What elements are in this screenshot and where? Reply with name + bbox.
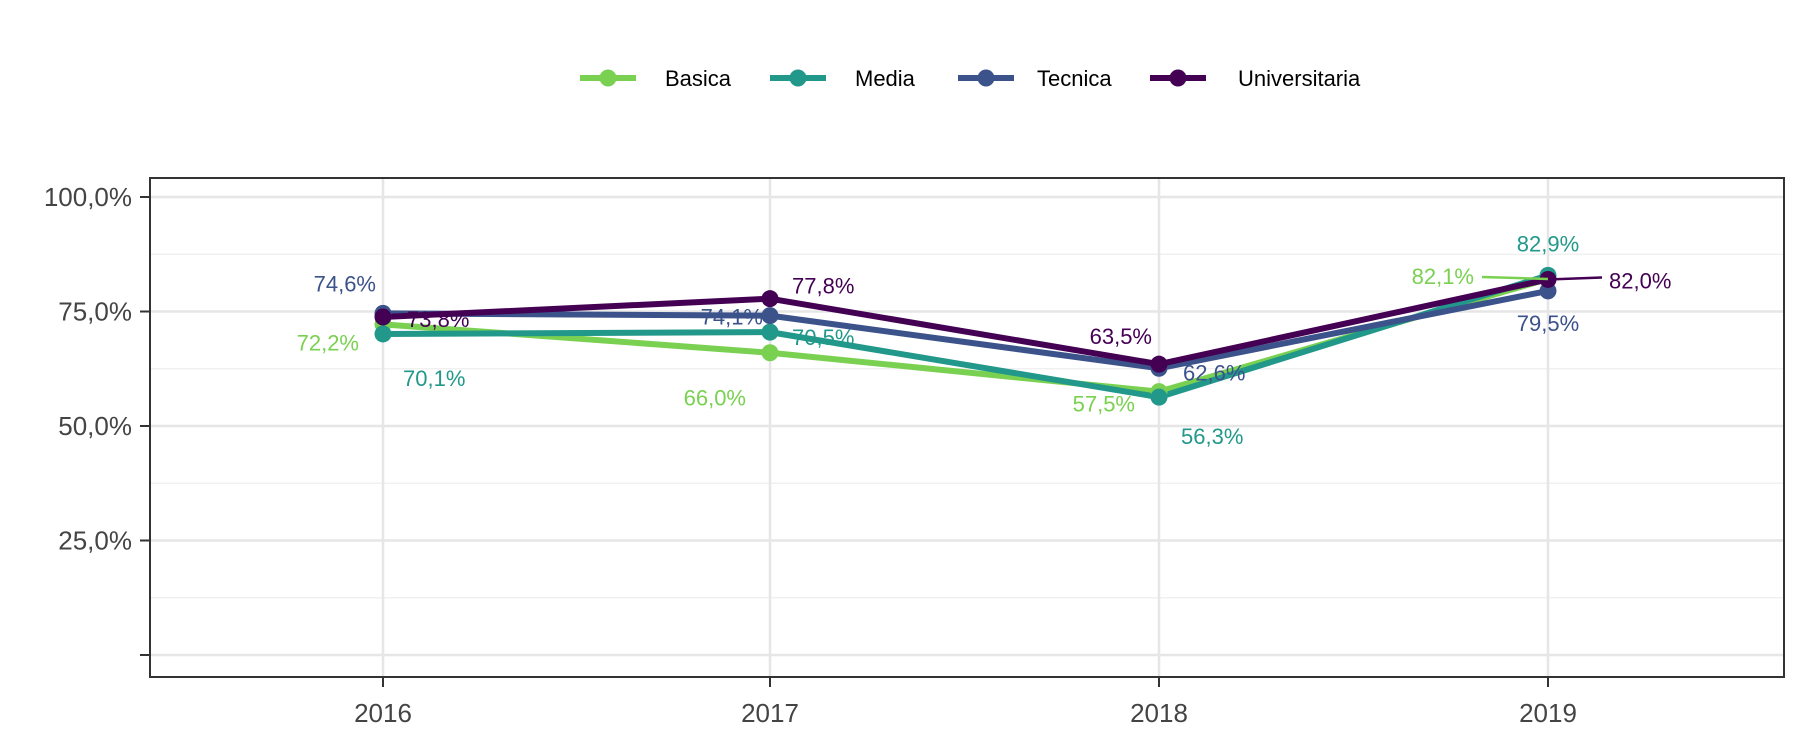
data-label-tecnica-2019: 79,5% [1517, 311, 1579, 336]
data-labels: 72,2% 66,0% 57,5% 82,1% 70,1% 70,5% 56,3% 82,9%… [297, 231, 1672, 449]
legend-label: Tecnica [1037, 66, 1112, 91]
data-label-basica-2019: 82,1% [1412, 264, 1474, 289]
series-line-tecnica [382, 287, 1549, 372]
legend-item-tecnica: Tecnica [958, 66, 1112, 91]
x-tick-label-2018: 2018 [1130, 698, 1188, 728]
series-line-media [382, 272, 1549, 401]
series-lines [382, 272, 1549, 401]
data-label-basica-2017: 66,0% [684, 386, 746, 411]
x-tick-label-2019: 2019 [1519, 698, 1577, 728]
x-tick-label-2017: 2017 [741, 698, 799, 728]
data-label-tecnica-2018: 62,6% [1183, 360, 1245, 385]
point-media-2018 [1150, 388, 1168, 406]
legend-key-point [977, 69, 995, 87]
legend-item-universitaria: Universitaria [1150, 66, 1361, 91]
data-label-media-2016: 70,1% [403, 366, 465, 391]
point-media-2017 [761, 323, 779, 341]
legend-key-point [789, 69, 807, 87]
label-leader-lines [1481, 275, 1603, 281]
data-label-media-2017: 70,5% [792, 325, 854, 350]
legend-item-basica: Basica [580, 66, 732, 91]
point-media-2016 [374, 325, 392, 343]
plot-border [149, 177, 1785, 678]
series-line-universitaria [382, 276, 1549, 368]
point-universitaria-2018 [1150, 355, 1168, 373]
data-label-tecnica-2016: 74,6% [314, 271, 376, 296]
point-universitaria-2017 [761, 290, 779, 308]
plot-background [150, 178, 1784, 677]
leader-line-basica-2019 [1481, 275, 1549, 281]
legend: Basica Media Tecnica Universitaria [580, 66, 1361, 91]
legend-key-point [599, 69, 617, 87]
data-label-universitaria-2017: 77,8% [792, 274, 854, 299]
series-points [374, 266, 1557, 406]
legend-label: Universitaria [1238, 66, 1361, 91]
axes: 25,0% 50,0% 75,0% 100,0% 2016 2017 2018 2019 [44, 177, 1785, 728]
y-tick-label: 25,0% [58, 526, 132, 556]
data-label-universitaria-2019: 82,0% [1609, 268, 1671, 293]
y-tick-label: 50,0% [58, 411, 132, 441]
data-label-universitaria-2016: 73,8% [407, 307, 469, 332]
point-tecnica-2017 [761, 307, 779, 325]
legend-label: Media [855, 66, 916, 91]
legend-key-point [1169, 69, 1187, 87]
point-basica-2017 [761, 344, 779, 362]
y-tick-label: 100,0% [44, 182, 132, 212]
data-label-media-2018: 56,3% [1181, 424, 1243, 449]
x-tick-label-2016: 2016 [354, 698, 412, 728]
data-label-universitaria-2018: 63,5% [1090, 324, 1152, 349]
point-universitaria-2016 [374, 308, 392, 326]
data-label-basica-2016: 72,2% [297, 330, 359, 355]
legend-item-media: Media [770, 66, 916, 91]
data-label-basica-2018: 57,5% [1073, 392, 1135, 417]
legend-label: Basica [665, 66, 732, 91]
data-label-media-2019: 82,9% [1517, 231, 1579, 256]
y-tick-label: 75,0% [58, 297, 132, 327]
data-label-tecnica-2017: 74,1% [701, 305, 763, 330]
grid-lines [150, 178, 1784, 677]
plot-panel [150, 178, 1784, 677]
leader-line-universitaria-2019 [1547, 276, 1603, 281]
